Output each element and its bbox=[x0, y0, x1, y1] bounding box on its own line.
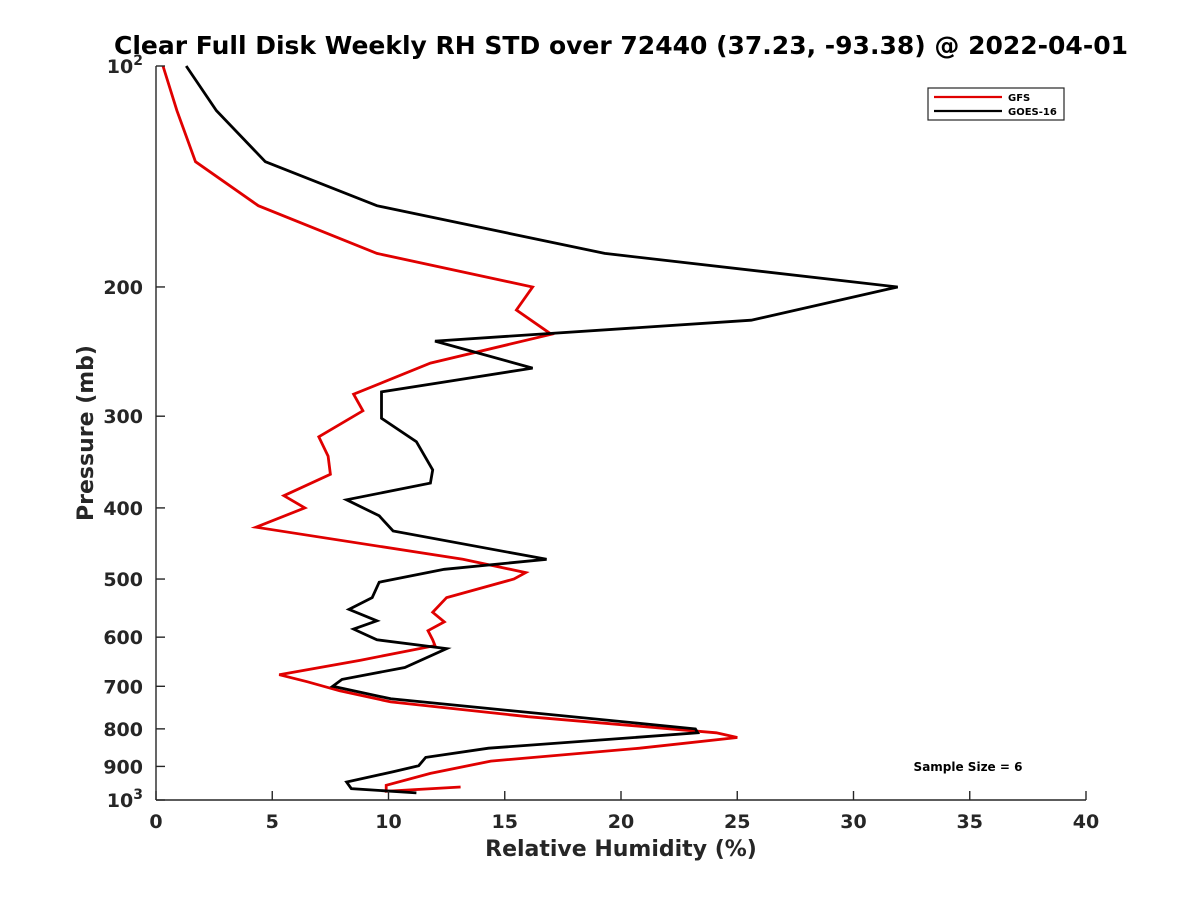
y-tick-label: 200 bbox=[103, 277, 143, 299]
sample-size-annotation: Sample Size = 6 bbox=[914, 760, 1023, 774]
x-tick-label: 15 bbox=[492, 811, 518, 833]
y-tick-label: 500 bbox=[103, 569, 143, 591]
y-tick-exponent: 2 bbox=[133, 53, 143, 69]
y-tick-label: 102 bbox=[107, 53, 143, 78]
x-tick-label: 0 bbox=[149, 811, 162, 833]
legend-box bbox=[927, 87, 1065, 121]
x-tick-label: 35 bbox=[957, 811, 983, 833]
legend-label-goes16: GOES-16 bbox=[1008, 107, 1057, 118]
legend-label-gfs: GFS bbox=[1008, 93, 1030, 104]
y-tick-base: 10 bbox=[107, 790, 133, 812]
y-tick-label: 700 bbox=[103, 676, 143, 698]
x-tick-label: 10 bbox=[375, 811, 401, 833]
x-axis-label: Relative Humidity (%) bbox=[485, 837, 757, 862]
x-tick-label: 5 bbox=[266, 811, 279, 833]
series-line-gfs bbox=[161, 65, 738, 793]
x-tick-label: 25 bbox=[724, 811, 750, 833]
x-tick-label: 20 bbox=[608, 811, 634, 833]
y-axis-label: Pressure (mb) bbox=[74, 345, 99, 521]
y-tick-exponent: 3 bbox=[133, 787, 143, 803]
y-tick-label: 400 bbox=[103, 498, 143, 520]
x-tick-label: 40 bbox=[1073, 811, 1099, 833]
y-tick-label: 900 bbox=[103, 756, 143, 778]
y-tick-label: 800 bbox=[103, 719, 143, 741]
y-tick-label: 103 bbox=[107, 787, 143, 812]
ticks-layer: 0 5 10 15 20 25 30 35 40102200300400500600700800… bbox=[103, 53, 1099, 833]
legend: GFS GOES-16 bbox=[927, 87, 1065, 121]
y-tick-label: 300 bbox=[103, 406, 143, 428]
x-tick-label: 30 bbox=[840, 811, 866, 833]
chart-title: Clear Full Disk Weekly RH STD over 72440… bbox=[114, 31, 1128, 60]
y-tick-base: 10 bbox=[107, 56, 133, 78]
series-line-goes16 bbox=[185, 65, 899, 795]
y-tick-label: 600 bbox=[103, 627, 143, 649]
series-layer bbox=[161, 65, 899, 795]
